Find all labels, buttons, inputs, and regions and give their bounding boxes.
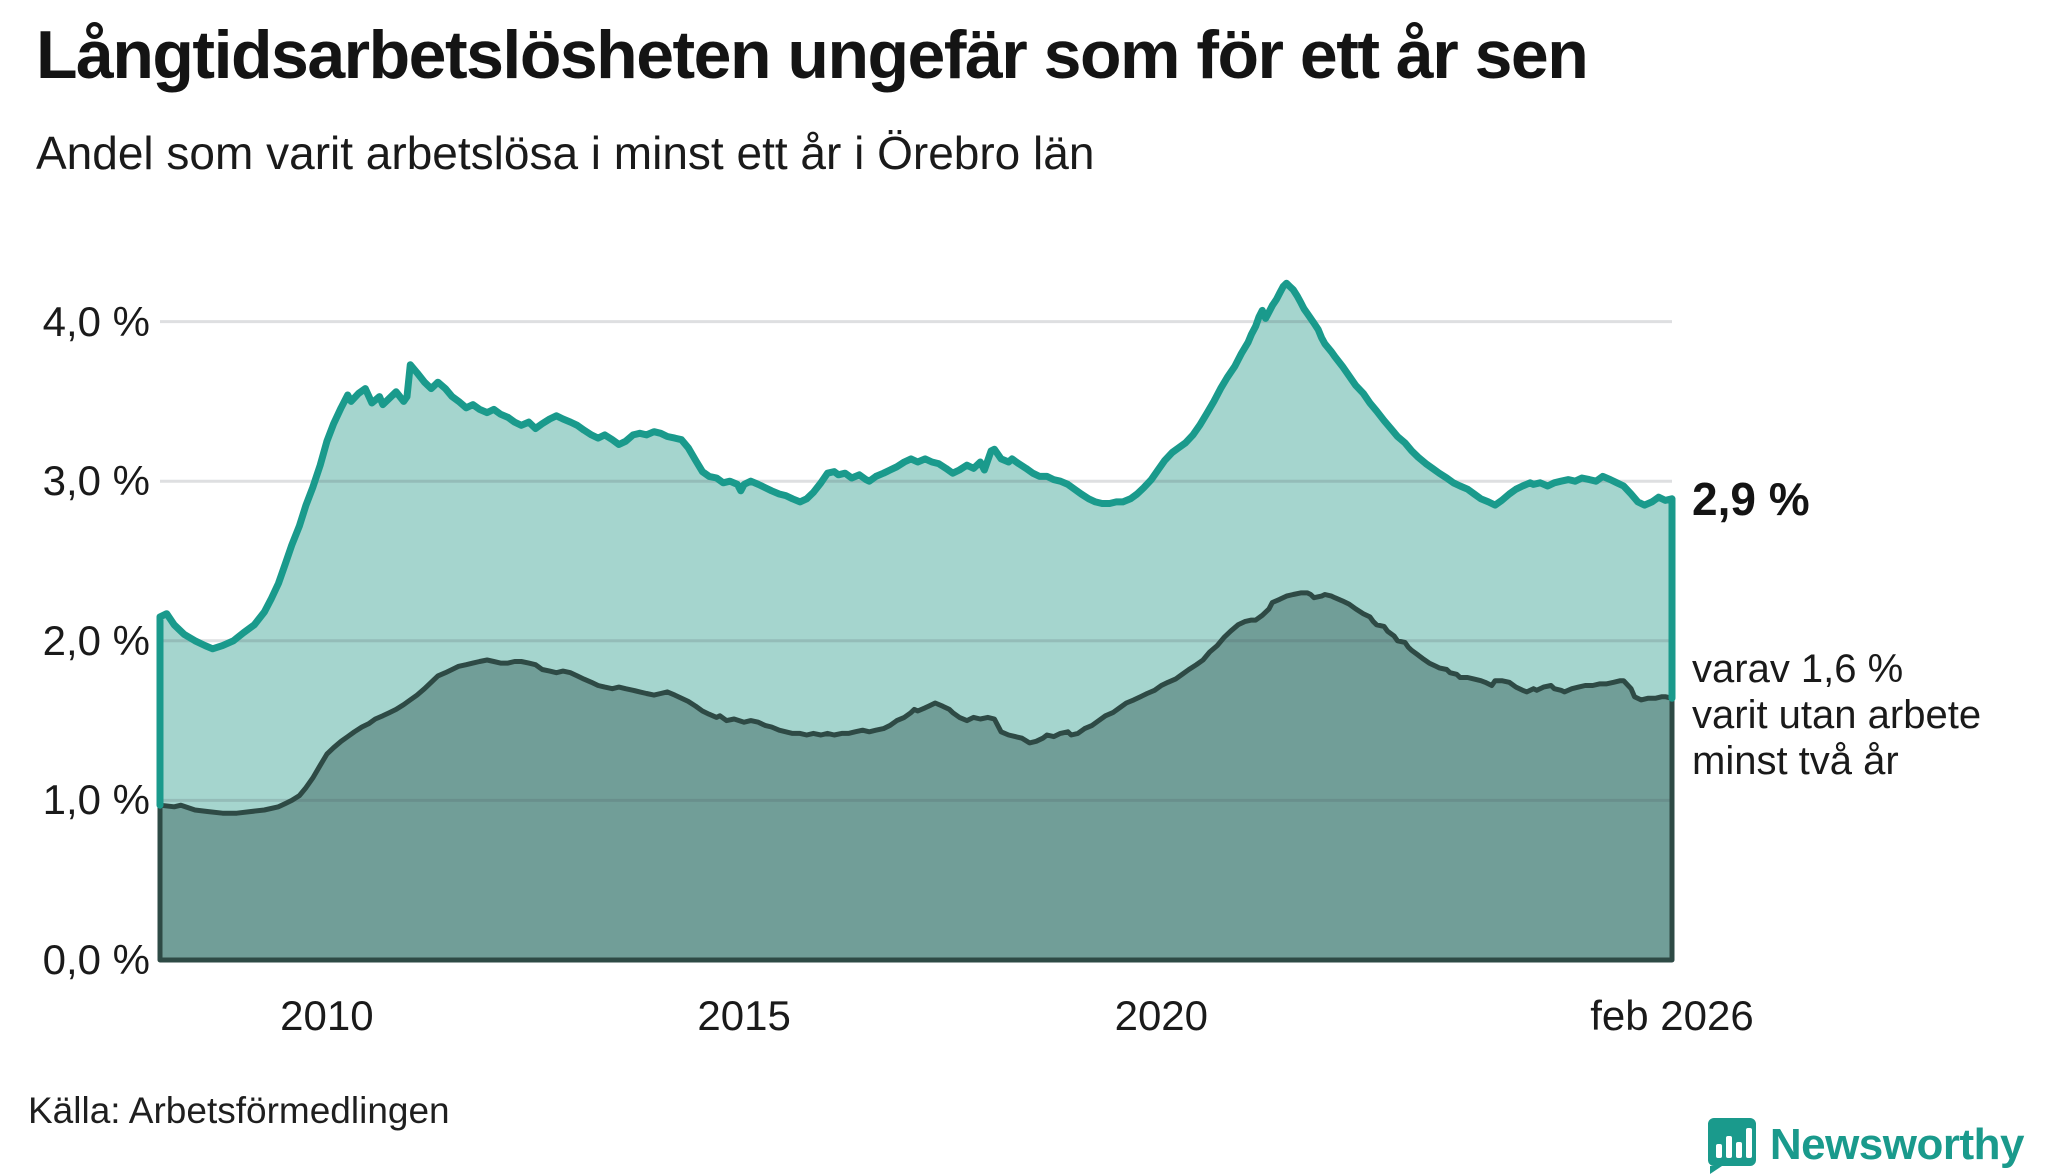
page-title: Långtidsarbetslösheten ungefär som för e…: [36, 17, 1589, 93]
y-axis-tick-label: 1,0 %: [42, 776, 150, 824]
series-annotation-label: varav 1,6 % varit utan arbete minst två …: [1692, 646, 1981, 784]
x-axis-tick-label: 2015: [697, 992, 791, 1039]
annotation-line: minst två år: [1692, 739, 1899, 783]
lower-series-line: [157, 590, 1675, 963]
series-end-value-label: 2,9 %: [1692, 473, 1810, 525]
y-axis-tick-label: 3,0 %: [42, 457, 150, 505]
newsworthy-logo[interactable]: Newsworthy: [1704, 1116, 2025, 1174]
newsworthy-wordmark: Newsworthy: [1769, 1120, 2025, 1169]
page-subtitle: Andel som varit arbetslösa i minst ett å…: [36, 127, 1095, 179]
source-credit: Källa: Arbetsförmedlingen: [28, 1090, 450, 1131]
lower-area-fill: [160, 592, 1672, 960]
x-axis-tick-label: 2010: [280, 992, 374, 1039]
x-axis-tick-label: feb 2026: [1590, 992, 1754, 1039]
annotation-line: varav 1,6 %: [1692, 647, 1904, 691]
y-axis-tick-label: 0,0 %: [42, 936, 150, 983]
y-axis-tick-label: 4,0 %: [42, 297, 150, 345]
y-axis-tick-label: 2,0 %: [42, 616, 150, 664]
newsworthy-chart-bubble-icon: [1704, 1116, 1758, 1174]
x-axis-tick-label: 2020: [1114, 992, 1209, 1039]
annotation-line: varit utan arbete: [1692, 693, 1982, 737]
upper-series-line: [156, 279, 1676, 809]
